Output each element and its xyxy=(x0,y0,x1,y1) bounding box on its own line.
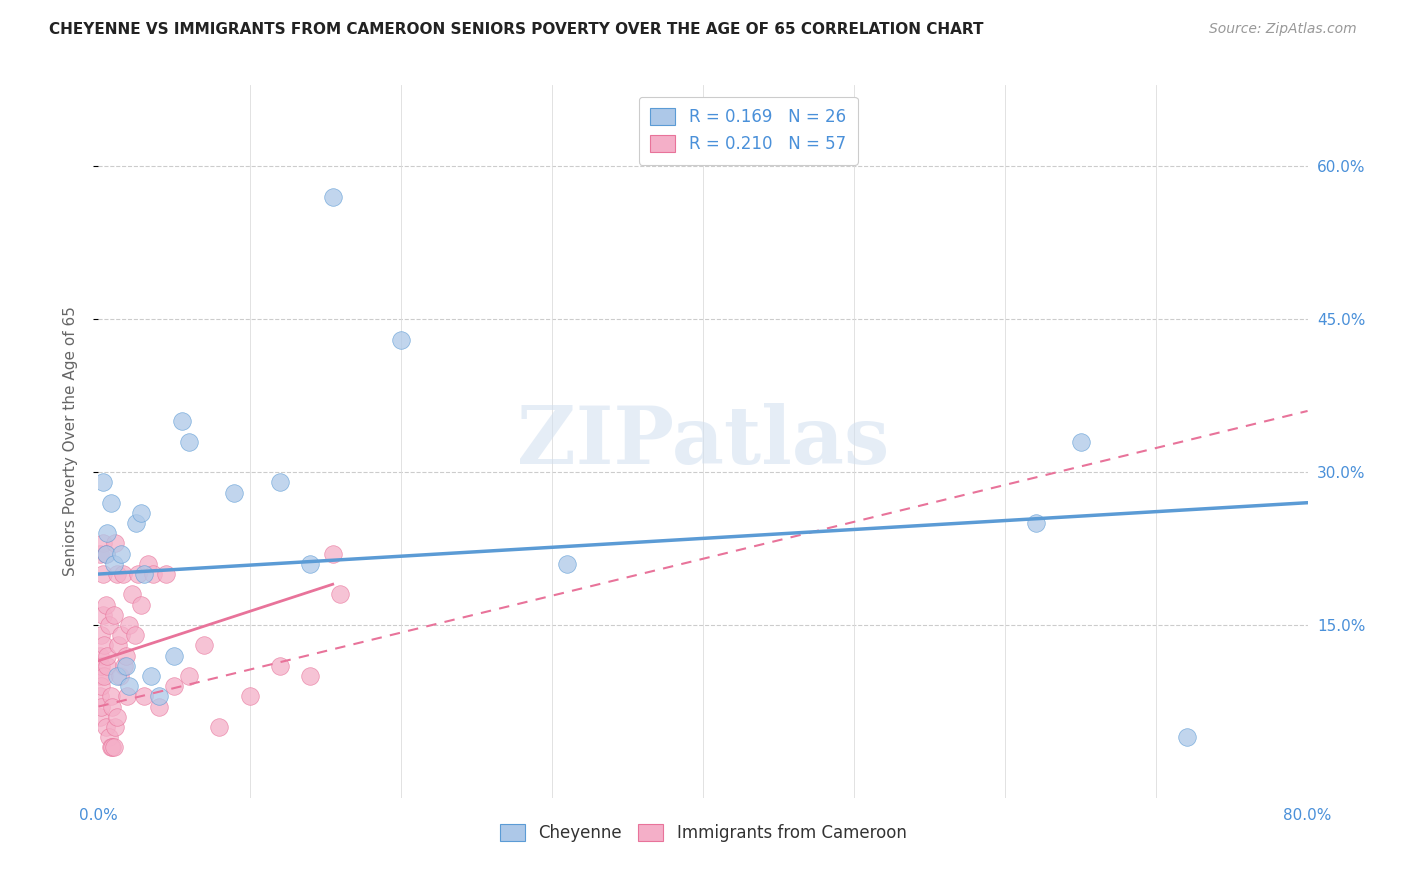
Point xyxy=(100,740,122,755)
Point xyxy=(129,506,152,520)
Point xyxy=(1070,434,1092,449)
Point xyxy=(91,475,114,490)
Point xyxy=(105,669,128,683)
Point xyxy=(1175,730,1198,744)
Point xyxy=(105,567,128,582)
Point xyxy=(322,190,344,204)
Point xyxy=(94,547,117,561)
Point xyxy=(148,699,170,714)
Point xyxy=(1024,516,1046,530)
Text: CHEYENNE VS IMMIGRANTS FROM CAMEROON SENIORS POVERTY OVER THE AGE OF 65 CORRELAT: CHEYENNE VS IMMIGRANTS FROM CAMEROON SEN… xyxy=(49,22,984,37)
Point xyxy=(142,567,165,582)
Point xyxy=(193,639,215,653)
Point xyxy=(121,587,143,601)
Point xyxy=(91,567,114,582)
Point xyxy=(115,690,138,704)
Point xyxy=(90,628,112,642)
Point xyxy=(141,669,163,683)
Point xyxy=(124,628,146,642)
Point xyxy=(96,526,118,541)
Point xyxy=(179,669,201,683)
Point xyxy=(100,690,122,704)
Point xyxy=(91,536,114,550)
Point xyxy=(110,547,132,561)
Point xyxy=(239,690,262,704)
Point xyxy=(90,679,112,693)
Point xyxy=(104,536,127,550)
Point xyxy=(132,690,155,704)
Point xyxy=(96,648,118,663)
Point xyxy=(89,710,111,724)
Point xyxy=(107,639,129,653)
Point xyxy=(389,333,412,347)
Point xyxy=(118,679,141,693)
Point xyxy=(104,720,127,734)
Point xyxy=(555,557,578,571)
Point xyxy=(89,690,111,704)
Point xyxy=(108,669,131,683)
Point xyxy=(322,547,344,561)
Point xyxy=(103,740,125,755)
Point xyxy=(103,557,125,571)
Point xyxy=(111,567,134,582)
Point xyxy=(114,648,136,663)
Point xyxy=(224,485,246,500)
Point xyxy=(179,434,201,449)
Point xyxy=(163,679,186,693)
Point xyxy=(90,658,112,673)
Point xyxy=(112,658,135,673)
Text: ZIPatlas: ZIPatlas xyxy=(517,402,889,481)
Point xyxy=(299,669,322,683)
Point xyxy=(105,710,128,724)
Point xyxy=(101,740,124,755)
Point xyxy=(98,730,121,744)
Point xyxy=(94,598,117,612)
Point xyxy=(101,699,124,714)
Point xyxy=(269,475,291,490)
Point xyxy=(103,607,125,622)
Point xyxy=(127,567,149,582)
Point xyxy=(136,557,159,571)
Point xyxy=(148,690,170,704)
Point xyxy=(96,658,118,673)
Point xyxy=(170,414,193,428)
Point xyxy=(100,496,122,510)
Point xyxy=(90,699,112,714)
Text: Source: ZipAtlas.com: Source: ZipAtlas.com xyxy=(1209,22,1357,37)
Point xyxy=(129,598,152,612)
Point xyxy=(93,669,115,683)
Point xyxy=(89,648,111,663)
Point xyxy=(94,547,117,561)
Point xyxy=(125,516,148,530)
Point xyxy=(208,720,231,734)
Point xyxy=(93,639,115,653)
Point xyxy=(163,648,186,663)
Legend: Cheyenne, Immigrants from Cameroon: Cheyenne, Immigrants from Cameroon xyxy=(491,816,915,851)
Point xyxy=(98,618,121,632)
Point xyxy=(329,587,352,601)
Point xyxy=(110,628,132,642)
Point xyxy=(118,618,141,632)
Point xyxy=(114,658,136,673)
Point xyxy=(269,658,291,673)
Point xyxy=(94,720,117,734)
Point xyxy=(299,557,322,571)
Point xyxy=(132,567,155,582)
Point xyxy=(155,567,177,582)
Point xyxy=(91,607,114,622)
Point xyxy=(89,669,111,683)
Y-axis label: Seniors Poverty Over the Age of 65: Seniors Poverty Over the Age of 65 xyxy=(63,307,77,576)
Point xyxy=(89,547,111,561)
